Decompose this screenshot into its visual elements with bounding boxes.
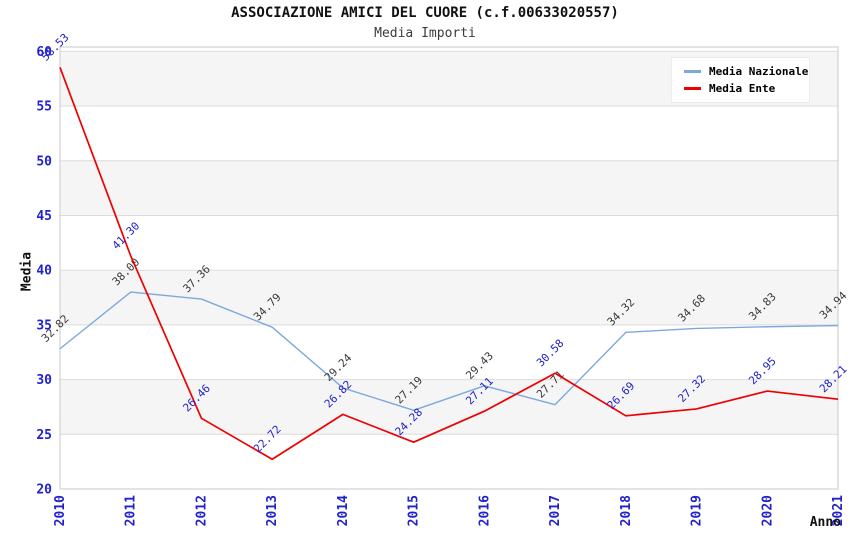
legend-label-media-ente: Media Ente: [709, 82, 776, 95]
svg-text:25: 25: [36, 428, 52, 443]
svg-text:2020: 2020: [760, 495, 775, 526]
chart-title: ASSOCIAZIONE AMICI DEL CUORE (c.f.006330…: [231, 5, 619, 21]
svg-text:2012: 2012: [194, 495, 209, 526]
grid-lines: [60, 50, 838, 435]
svg-text:41.30: 41.30: [110, 219, 143, 252]
svg-text:2021: 2021: [831, 495, 846, 526]
svg-text:2010: 2010: [53, 495, 68, 526]
svg-text:2018: 2018: [619, 495, 634, 526]
svg-text:2019: 2019: [690, 495, 705, 526]
legend-item-media-nazionale: Media Nazionale: [684, 65, 809, 78]
svg-text:2015: 2015: [407, 495, 422, 526]
svg-text:30.58: 30.58: [534, 337, 567, 370]
svg-text:2016: 2016: [477, 495, 492, 526]
y-axis-title: Media: [19, 251, 35, 292]
plot-border: [59, 46, 839, 490]
x-axis-title: Anno: [809, 515, 841, 530]
svg-text:2014: 2014: [336, 495, 351, 526]
legend: Media Nazionale Media Ente: [671, 57, 810, 103]
x-axis-tick-labels: 2010 2011 2012 2013 2014 2015 2016 2017 2018 2019…: [53, 495, 846, 526]
media-nazionale-line-swatch-icon: [684, 70, 701, 73]
svg-text:60: 60: [36, 45, 52, 60]
svg-text:29.43: 29.43: [463, 349, 496, 382]
chart-subtitle: Media Importi: [374, 26, 476, 41]
svg-text:20: 20: [36, 483, 52, 498]
svg-text:35: 35: [36, 318, 52, 333]
legend-item-media-ente: Media Ente: [684, 82, 809, 95]
legend-label-media-nazionale: Media Nazionale: [709, 65, 809, 78]
svg-text:30: 30: [36, 373, 52, 388]
plot-bands: [60, 51, 838, 435]
svg-text:2017: 2017: [548, 495, 563, 526]
svg-text:2013: 2013: [265, 495, 280, 526]
svg-text:2011: 2011: [124, 495, 139, 526]
y-axis-tick-labels: 20 25 30 35 40 45 50 55 60: [36, 45, 52, 498]
svg-text:45: 45: [36, 209, 52, 224]
media-ente-line-swatch-icon: [684, 87, 701, 90]
series-line-media-ente: [59, 67, 839, 461]
svg-text:55: 55: [36, 100, 52, 115]
svg-text:50: 50: [36, 154, 52, 169]
svg-text:40: 40: [36, 264, 52, 279]
series-line-media-nazionale: [59, 291, 839, 412]
